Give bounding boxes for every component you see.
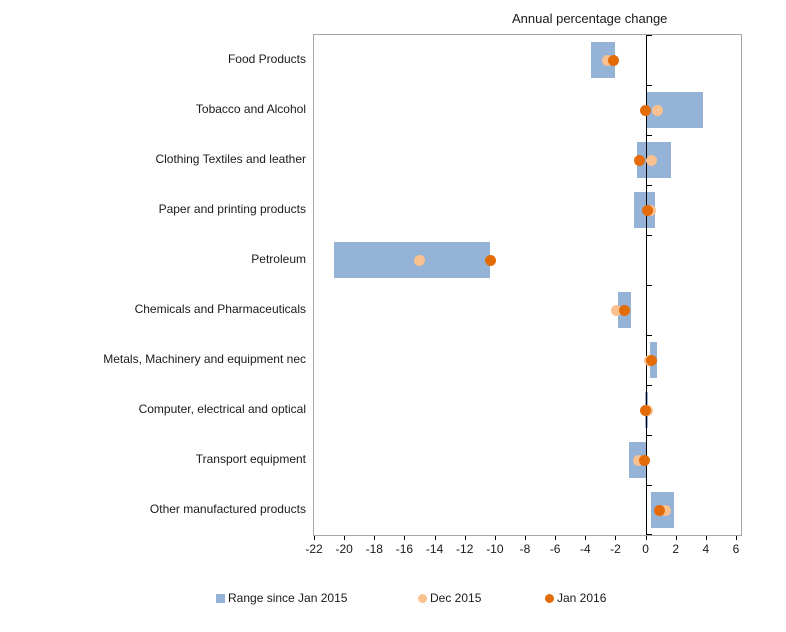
jan-2016-dot [634, 154, 646, 166]
x-tick-label: -20 [335, 542, 353, 556]
category-tick [645, 485, 652, 486]
category-tick [645, 435, 652, 436]
x-tick-label: -22 [305, 542, 323, 556]
range-bar [333, 242, 491, 278]
jan-2016-dot [640, 404, 652, 416]
x-tick-label: -16 [395, 542, 414, 556]
legend-label: Dec 2015 [430, 591, 482, 605]
category-label: Clothing Textiles and leather [155, 152, 306, 166]
jan-2016-dot [608, 54, 620, 66]
category-label: Computer, electrical and optical [138, 402, 306, 416]
legend: Range since Jan 2015 Dec 2015 Jan 2016 [0, 591, 786, 607]
jan-2016-dot [641, 204, 653, 216]
category-tick [645, 235, 652, 236]
x-tick-label: -8 [519, 542, 531, 556]
legend-square-marker [216, 594, 225, 603]
category-tick [645, 285, 652, 286]
x-tick-mark [404, 536, 406, 540]
dec-2015-dot [611, 304, 623, 316]
dec-2015-dot [660, 504, 672, 516]
category-label: Chemicals and Pharmaceuticals [134, 302, 306, 316]
dec-2015-dot [602, 54, 614, 66]
x-tick-mark [705, 536, 707, 540]
x-tick-mark [555, 536, 557, 540]
x-tick-mark [615, 536, 617, 540]
jan-2016-dot [646, 354, 658, 366]
category-tick [645, 35, 652, 36]
x-tick-mark [736, 536, 738, 540]
x-tick-label: -6 [549, 542, 561, 556]
legend-label: Range since Jan 2015 [228, 591, 348, 605]
x-tick-mark [675, 536, 677, 540]
plot-area [313, 34, 742, 536]
x-tick-label: 6 [732, 542, 740, 556]
x-tick-mark [585, 536, 587, 540]
category-label: Paper and printing products [158, 202, 306, 216]
x-tick-label: -14 [425, 542, 444, 556]
category-tick [645, 185, 652, 186]
category-label: Tobacco and Alcohol [195, 102, 306, 116]
x-tick-mark [374, 536, 376, 540]
x-tick-mark [645, 536, 647, 540]
x-tick-mark [314, 536, 315, 540]
jan-2016-dot [638, 454, 650, 466]
category-label: Metals, Machinery and equipment nec [103, 352, 306, 366]
x-tick-mark [464, 536, 466, 540]
chart-title: Annual percentage change [512, 11, 668, 26]
jan-2016-dot [653, 504, 665, 516]
x-tick-mark [494, 536, 496, 540]
legend-circle-marker [418, 594, 427, 603]
legend-label: Jan 2016 [557, 591, 607, 605]
x-tick-mark [344, 536, 346, 540]
category-tick [645, 335, 652, 336]
x-tick-label: 0 [642, 542, 649, 556]
dec-2015-dot [414, 254, 425, 266]
x-tick-label: 4 [702, 542, 710, 556]
x-tick-label: -4 [579, 542, 591, 556]
category-tick [645, 85, 652, 86]
jan-2016-dot [618, 304, 630, 316]
x-tick-label: 2 [672, 542, 680, 556]
jan-2016-dot [640, 104, 652, 116]
category-label: Petroleum [251, 252, 306, 266]
dec-2015-dot [632, 454, 644, 466]
dec-2015-dot [646, 154, 658, 166]
x-tick-label: -12 [456, 542, 474, 556]
x-tick-mark [434, 536, 436, 540]
x-tick-label: -10 [486, 542, 504, 556]
category-tick [645, 135, 652, 136]
category-tick [645, 534, 652, 535]
legend-circle-marker [545, 594, 554, 603]
legend-item-dec-2015: Dec 2015 [418, 591, 481, 605]
category-label: Transport equipment [195, 452, 306, 466]
dec-2015-dot [652, 104, 664, 116]
category-label: Other manufactured products [149, 502, 306, 516]
x-tick-label: -2 [610, 542, 621, 556]
category-label: Food Products [227, 52, 306, 66]
legend-item-jan-2016: Jan 2016 [545, 591, 606, 605]
jan-2016-dot [484, 254, 496, 266]
legend-item-range-since-jan-2015: Range since Jan 2015 [216, 591, 347, 605]
category-tick [645, 385, 652, 386]
x-tick-mark [525, 536, 526, 540]
x-tick-label: -18 [365, 542, 383, 556]
